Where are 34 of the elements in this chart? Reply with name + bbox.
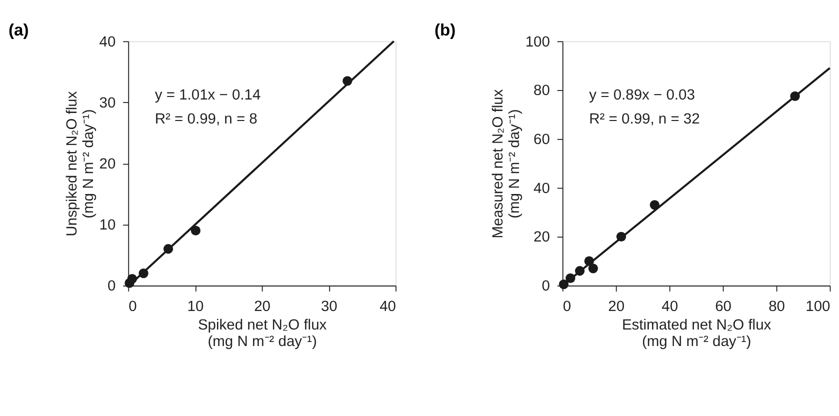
y-tick-label: 100 (525, 34, 550, 50)
x-tick-label: 20 (608, 298, 625, 315)
y-tick-label: 40 (99, 34, 116, 50)
y-tick-label: 20 (99, 156, 116, 172)
x-tick-label: 80 (768, 298, 785, 315)
x-tick-label: 10 (187, 298, 204, 315)
x-tick-label: 20 (254, 298, 271, 315)
y-axis-title: Measured net N₂O flux (mg N m⁻² day⁻¹) (490, 88, 523, 238)
x-axis-title: Spiked net N₂O flux (mg N m⁻² day⁻¹) (198, 317, 328, 350)
annotation: y = 1.01x − 0.14 (154, 88, 261, 104)
x-tick-label: 60 (715, 298, 732, 315)
y-tick-label: 20 (534, 230, 550, 246)
x-tick-label: 40 (380, 298, 396, 315)
x-tick-label: 40 (662, 298, 678, 315)
point (588, 264, 598, 274)
y-tick-label: 10 (99, 218, 116, 234)
x-tick-label: 100 (806, 298, 830, 315)
y-tick-label: 60 (534, 132, 550, 148)
x-axis-title: Estimated net N₂O flux (mg N m⁻² day⁻¹) (622, 317, 772, 350)
x-tick-label: 0 (562, 298, 572, 315)
x-tick-label: 30 (320, 298, 338, 315)
point (190, 226, 200, 236)
annotation: R² = 0.99, n = 8 (154, 112, 258, 128)
y-tick-label: 0 (542, 278, 550, 295)
annotation: R² = 0.99, n = 32 (589, 112, 700, 128)
x-tick-label: 0 (128, 298, 137, 315)
chart-title: (a) (8, 20, 29, 40)
y-tick-label: 0 (107, 278, 116, 295)
y-tick-label: 40 (534, 180, 550, 197)
chart-title: (b) (434, 20, 456, 40)
y-axis-title: Unspiked net N₂O flux (mg N m⁻² day⁻¹) (64, 90, 97, 236)
annotation: y = 0.89x − 0.03 (589, 88, 695, 104)
y-tick-label: 30 (99, 95, 116, 112)
y-tick-label: 80 (534, 83, 550, 100)
